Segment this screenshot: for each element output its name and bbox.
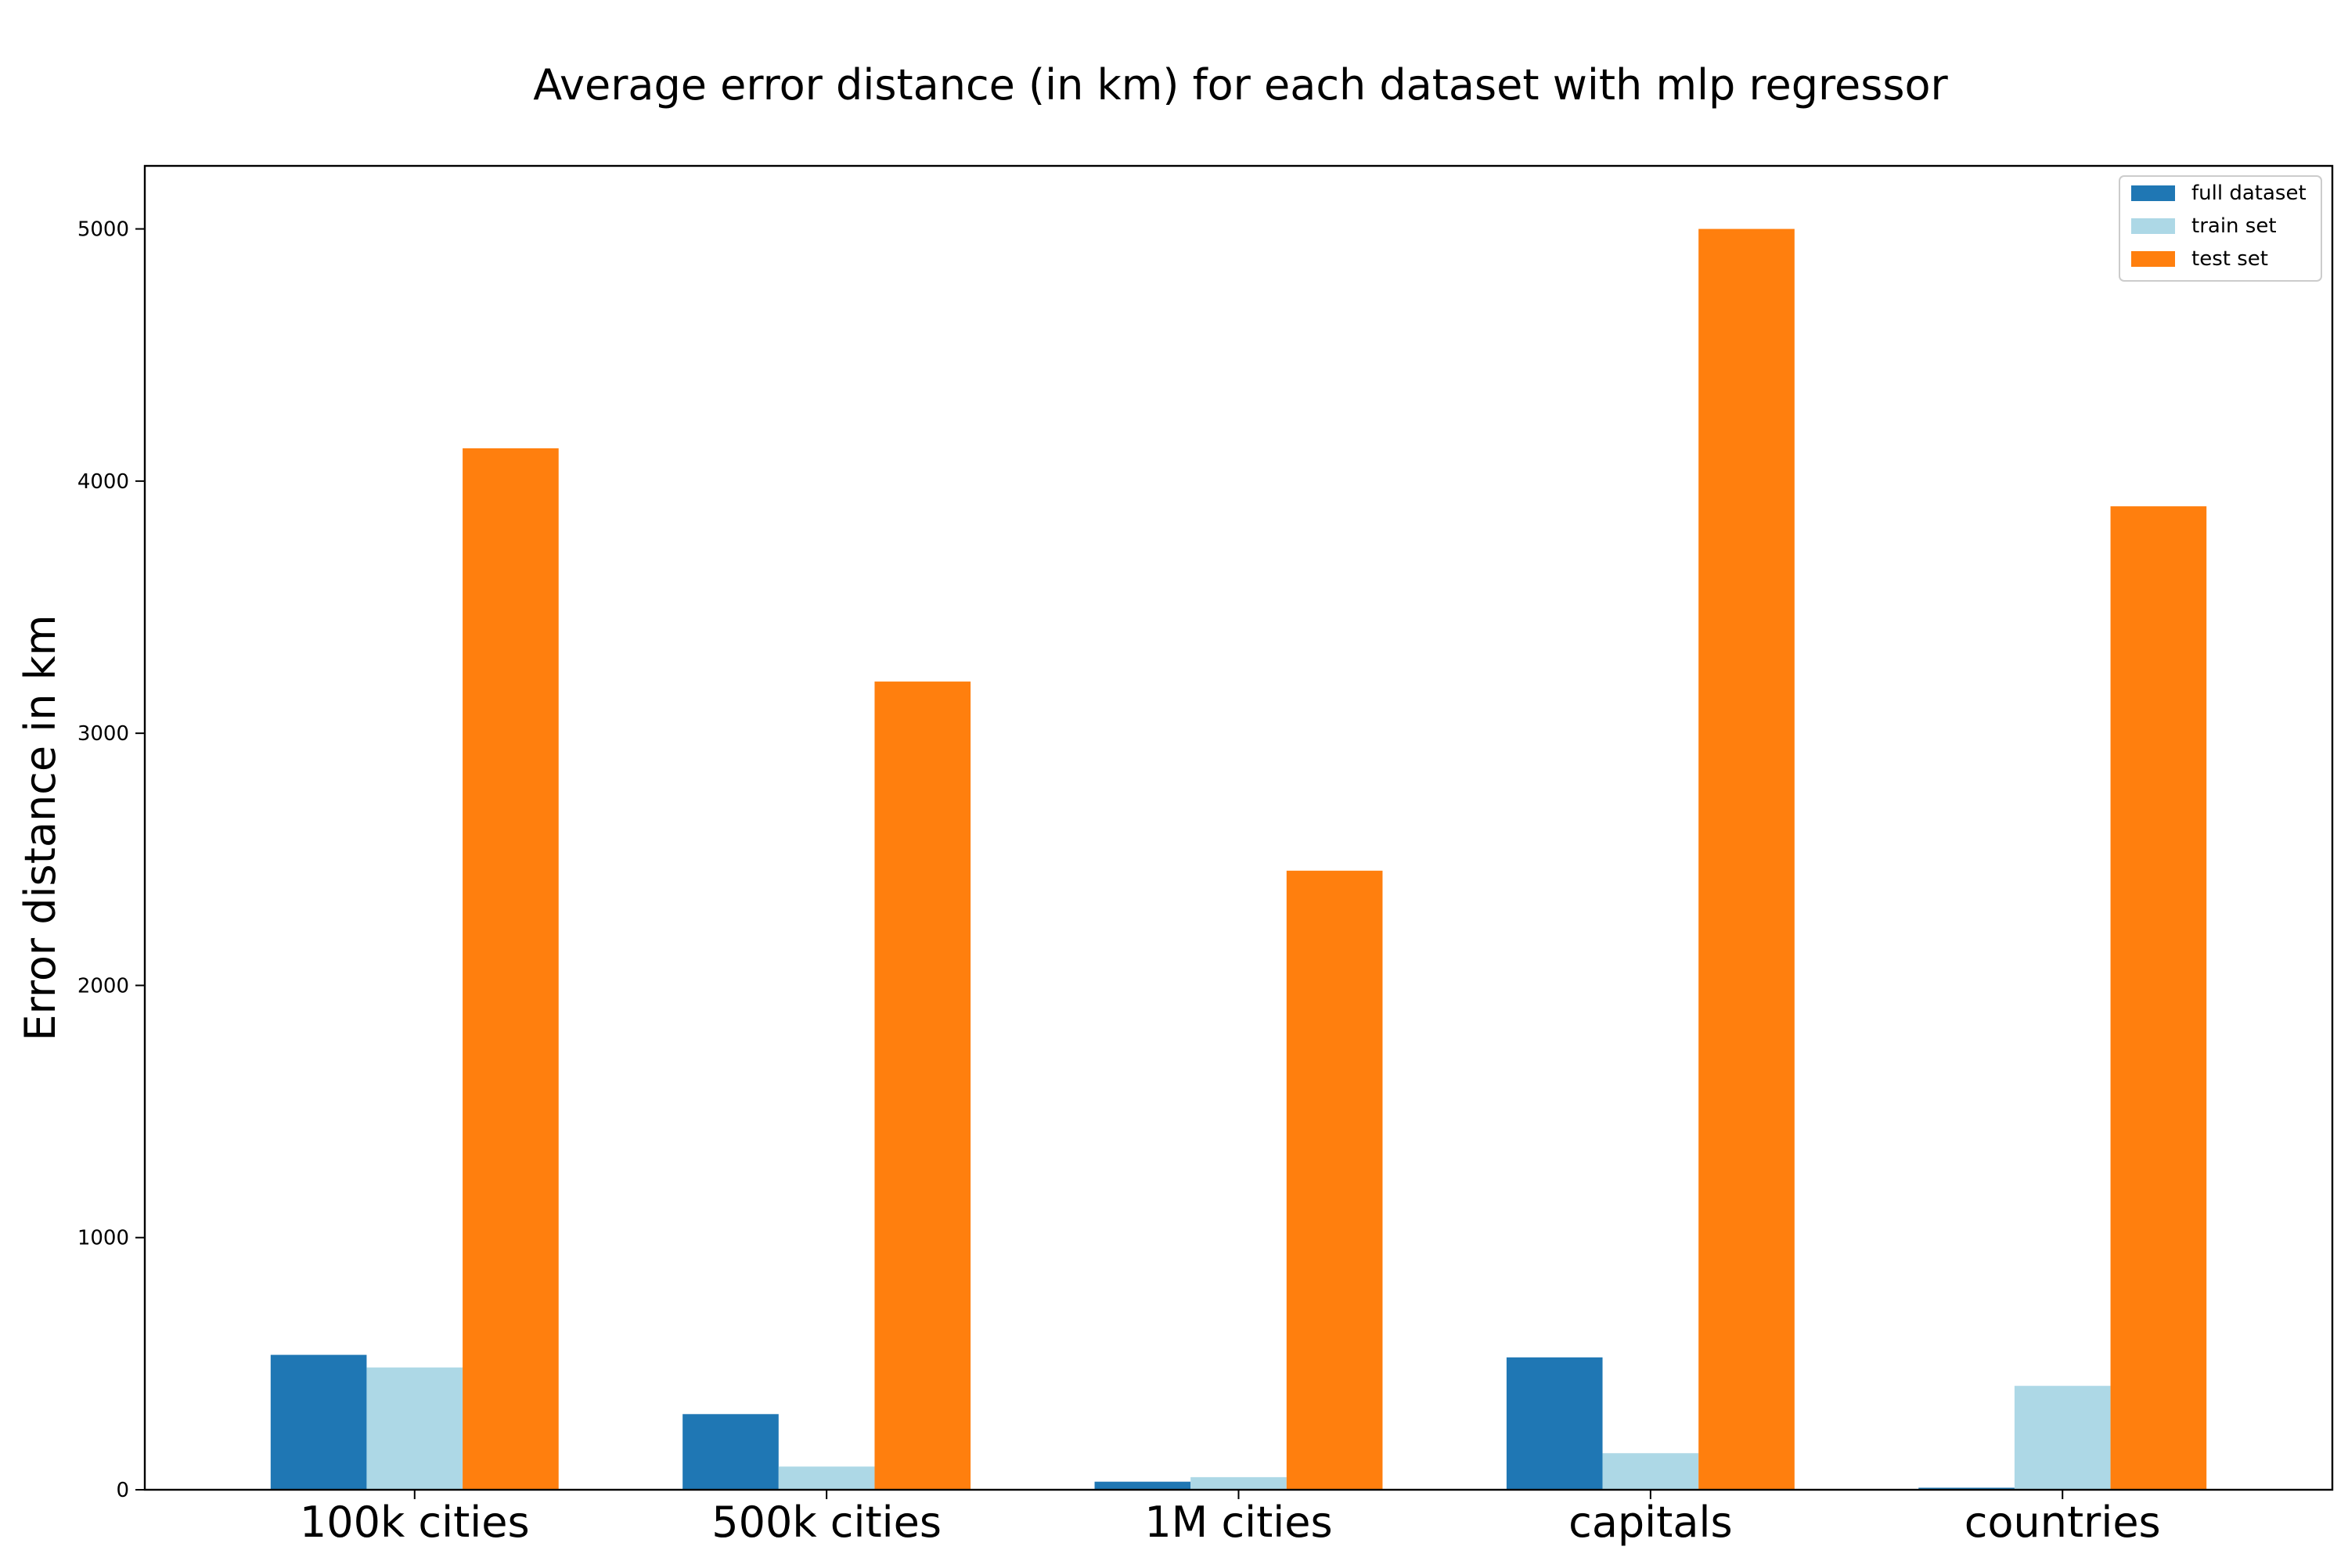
bar-full-dataset-capitals — [1506, 1357, 1603, 1490]
bar-train-set-500k-cities — [778, 1466, 875, 1490]
y-tick-label: 0 — [116, 1479, 129, 1502]
legend-label-train-set: train set — [2191, 214, 2277, 238]
bar-full-dataset-countries — [1918, 1487, 2015, 1490]
y-axis-label: Error distance in km — [16, 614, 65, 1041]
legend-label-test-set: test set — [2191, 247, 2268, 271]
bar-full-dataset-1M-cities — [1094, 1481, 1191, 1490]
bars-layer — [270, 228, 2207, 1491]
bar-full-dataset-100k-cities — [270, 1354, 367, 1490]
y-axis-ticks: 0 1000 2000 3000 4000 5000 — [77, 218, 145, 1502]
bar-full-dataset-500k-cities — [682, 1414, 779, 1490]
y-tick-label: 3000 — [77, 722, 129, 746]
legend-swatch-test-set — [2131, 251, 2175, 267]
bar-test-set-1M-cities — [1286, 870, 1383, 1490]
bar-train-set-1M-cities — [1190, 1476, 1287, 1490]
chart-title: Average error distance (in km) for each … — [533, 60, 1948, 110]
y-tick-label: 4000 — [77, 470, 129, 494]
x-tick-label: countries — [1964, 1498, 2161, 1547]
x-tick-label: capitals — [1568, 1498, 1732, 1547]
x-axis-ticks: 100k cities 500k cities 1M cities capitals c… — [300, 1490, 2161, 1547]
legend: full dataset train set test set — [2119, 175, 2322, 282]
bar-test-set-100k-cities — [463, 448, 559, 1491]
y-tick-label: 5000 — [77, 218, 129, 242]
legend-swatch-full-dataset — [2131, 185, 2175, 201]
x-tick-label: 1M cities — [1144, 1498, 1332, 1547]
bar-train-set-countries — [2014, 1386, 2111, 1490]
plot-frame — [143, 164, 2334, 1491]
bar-train-set-100k-cities — [366, 1367, 463, 1490]
bar-train-set-capitals — [1602, 1453, 1699, 1490]
legend-label-full-dataset: full dataset — [2191, 182, 2307, 205]
x-tick-label: 500k cities — [711, 1498, 942, 1547]
bar-test-set-capitals — [1698, 228, 1795, 1490]
legend-swatch-train-set — [2131, 218, 2175, 234]
bar-test-set-countries — [2110, 506, 2207, 1490]
bar-test-set-500k-cities — [874, 682, 971, 1490]
y-tick-label: 1000 — [77, 1227, 129, 1250]
y-tick-label: 2000 — [77, 974, 129, 998]
x-tick-label: 100k cities — [300, 1498, 530, 1547]
